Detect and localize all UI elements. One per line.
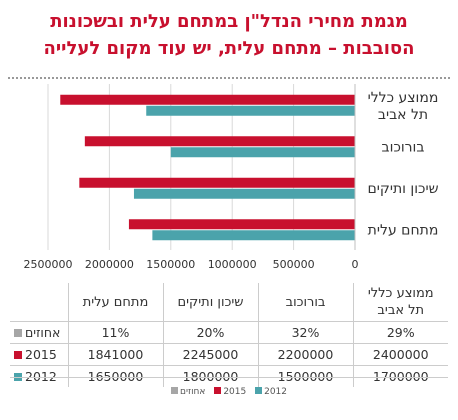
x-tick-label: 1000000 bbox=[208, 258, 257, 271]
table-row-header: 2012 bbox=[10, 365, 68, 387]
category-label: שיכון ותיקים bbox=[367, 181, 438, 197]
table-header-col-2: שיכון ותיקים bbox=[162, 283, 258, 322]
table-cell: 2200000 bbox=[257, 343, 353, 366]
table-cell: 1700000 bbox=[352, 365, 448, 387]
table-cell: 20% bbox=[162, 321, 258, 344]
table-row-header: אחוזים bbox=[10, 321, 68, 344]
table-header-col-4: ממוצע כללי תל אביב bbox=[352, 283, 448, 322]
x-tick-label: 500000 bbox=[273, 258, 315, 271]
bar-2012 bbox=[146, 105, 355, 116]
category-label: ממוצע כללי תל אביב bbox=[368, 90, 439, 123]
table-corner bbox=[10, 283, 68, 322]
bar-2015 bbox=[84, 136, 355, 147]
title-divider bbox=[8, 77, 450, 79]
bar-2012 bbox=[152, 230, 355, 241]
table-cell: 2245000 bbox=[162, 343, 258, 366]
bar-2012 bbox=[133, 188, 355, 199]
x-tick-label: 2000000 bbox=[85, 258, 134, 271]
table-row-header: 2015 bbox=[10, 343, 68, 366]
x-tick-label: 1500000 bbox=[146, 258, 195, 271]
percent-swatch bbox=[14, 329, 22, 337]
x-tick-label: 0 bbox=[352, 258, 359, 271]
table-header-row: מתחם עלית שיכון ותיקים בורוכוב ממוצע כלל… bbox=[10, 283, 448, 322]
category-label: מתחם עלית bbox=[368, 222, 439, 238]
table-row: 2012 1650000 1800000 1500000 1700000 bbox=[10, 365, 448, 387]
bar-2012 bbox=[170, 147, 355, 158]
table-cell: 32% bbox=[257, 321, 353, 344]
table-cell: 1500000 bbox=[257, 365, 353, 387]
table-cell: 1800000 bbox=[162, 365, 258, 387]
series-2015-swatch bbox=[14, 351, 22, 359]
table-row: 2015 1841000 2245000 2200000 2400000 bbox=[10, 343, 448, 366]
chart-title-line-1: מגמת מחירי הנדל"ן במתחם עלית ובשכונות bbox=[50, 11, 408, 32]
x-tick-label: 2500000 bbox=[24, 258, 73, 271]
chart-title: מגמת מחירי הנדל"ן במתחם עלית ובשכונות הס… bbox=[8, 8, 450, 62]
chart-title-line-2: הסובבות – מתחם עלית, יש עוד מקום לעלייה bbox=[43, 38, 415, 59]
table-cell: 2400000 bbox=[352, 343, 448, 366]
chart-legend: אחוזים 2015 2012 bbox=[0, 387, 458, 397]
bar-chart: ממוצע כללי תל אביב בורוכוב שיכון ותיקים מתחם… bbox=[24, 84, 439, 271]
table-cell: 1650000 bbox=[67, 365, 163, 387]
bar-2015 bbox=[128, 219, 355, 230]
table-cell: 11% bbox=[67, 321, 163, 344]
table-header-col-3: בורוכוב bbox=[257, 283, 353, 322]
table-row: אחוזים 11% 20% 32% 29% bbox=[10, 321, 448, 344]
table-cell: 1841000 bbox=[67, 343, 163, 366]
table-cell: 29% bbox=[352, 321, 448, 344]
legend-item-percent: אחוזים bbox=[170, 387, 205, 397]
legend-item-2015: 2015 bbox=[214, 387, 246, 397]
bar-2015 bbox=[60, 94, 355, 105]
table-header-col-1: מתחם עלית bbox=[67, 283, 163, 322]
data-table: מתחם עלית שיכון ותיקים בורוכוב ממוצע כלל… bbox=[10, 283, 448, 387]
legend-item-2012: 2012 bbox=[255, 387, 287, 397]
table-bottom-border bbox=[10, 377, 448, 378]
bar-2015 bbox=[79, 177, 356, 188]
category-label: בורוכוב bbox=[382, 139, 425, 155]
